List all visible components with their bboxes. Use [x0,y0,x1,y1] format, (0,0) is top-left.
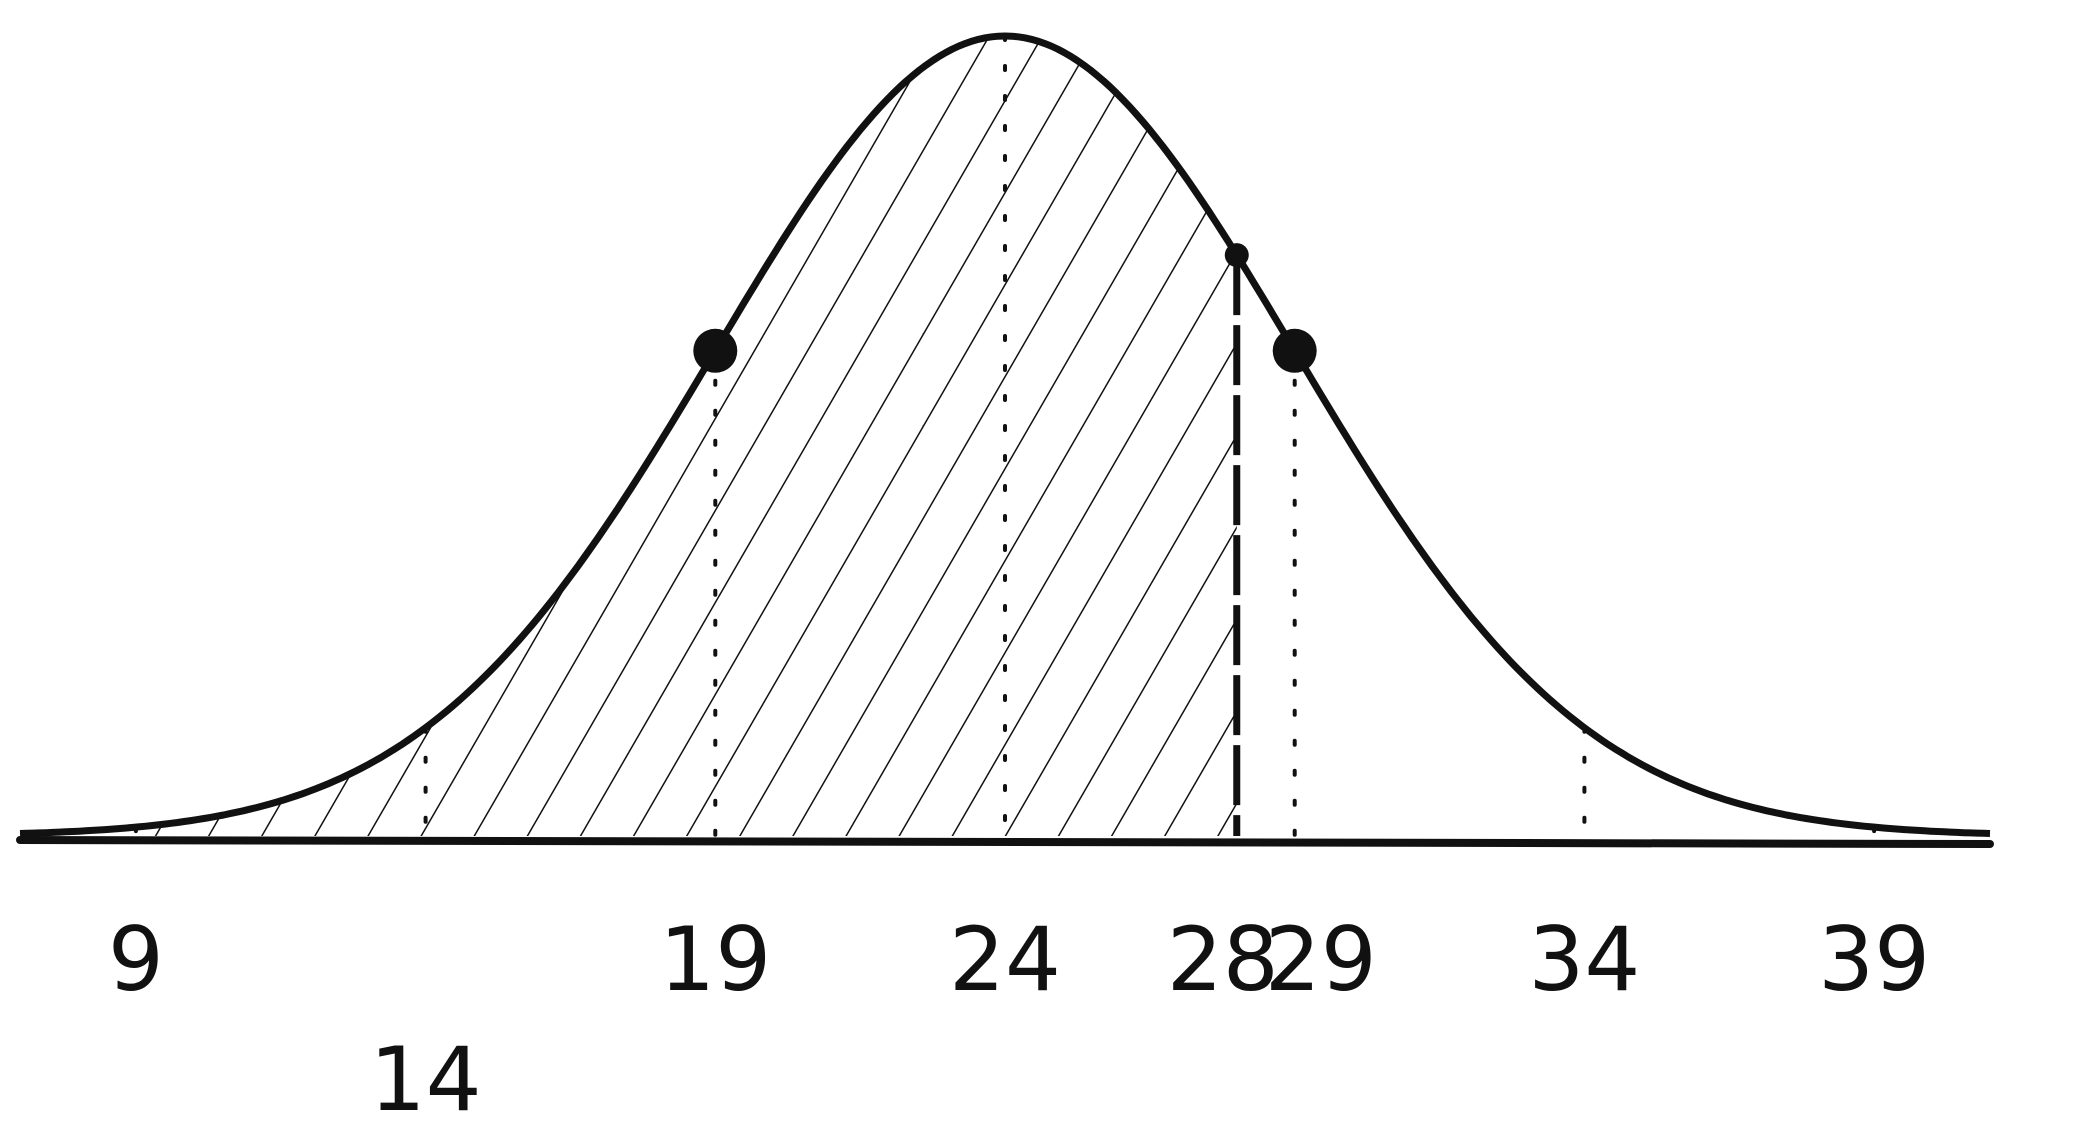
x-tick-label-39: 39 [1818,908,1930,1011]
x-axis-line [16,836,1994,848]
marked-points [693,243,1317,373]
x-tick-label-24: 24 [949,908,1061,1011]
x-tick-label-28: 28 [1167,908,1279,1011]
x-tick-label-34: 34 [1528,908,1640,1011]
x-tick-label-19: 19 [659,908,771,1011]
x-tick-label-9: 9 [108,908,164,1011]
point-marker-19 [693,328,738,373]
point-marker-29 [1272,328,1317,373]
normal-curve-line [19,32,1991,837]
x-tick-label-14: 14 [370,1028,482,1131]
x-tick-label-29: 29 [1265,908,1377,1011]
point-marker-28 [1224,243,1249,268]
shaded-region [135,36,1237,836]
